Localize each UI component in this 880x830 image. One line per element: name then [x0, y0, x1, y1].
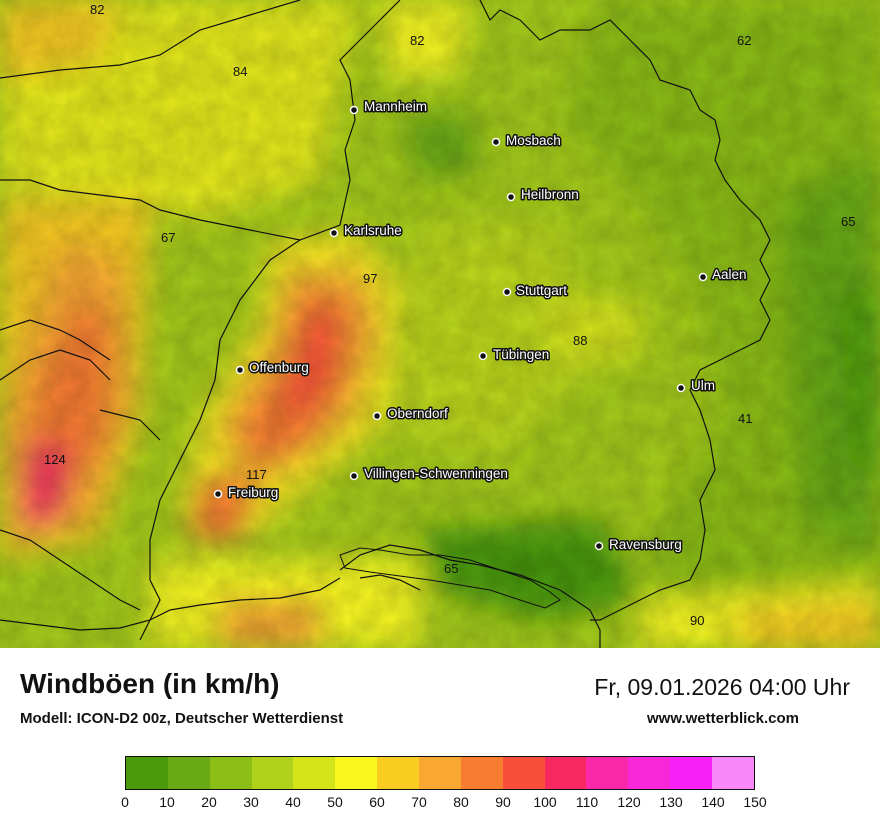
legend-ticks: 0 10 20 30 40 50 60 70 80 90 100 110 120 130 140 150 — [121, 794, 767, 814]
cities: Mannheim Mosbach Heilbronn Karlsruhe Aal… — [213, 98, 748, 554]
city-label: Freiburg — [228, 485, 278, 500]
gust-value: 67 — [161, 230, 175, 245]
map-title: Windböen (in km/h) — [20, 668, 280, 699]
lake-constance-outline — [339, 547, 561, 609]
gust-value: 82 — [90, 2, 104, 17]
legend-swatch — [209, 757, 252, 789]
legend-tick-label: 150 — [743, 794, 767, 810]
legend-swatch — [167, 757, 210, 789]
city-marker: Aalen — [698, 266, 748, 284]
legend-tick-label: 70 — [411, 794, 427, 810]
city-label: Ravensburg — [609, 537, 682, 552]
gust-value: 62 — [737, 33, 751, 48]
legend-swatch — [419, 757, 461, 789]
legend-swatch — [712, 757, 754, 789]
wind-gust-map: 82 82 84 62 67 65 97 88 41 124 117 65 90… — [0, 0, 880, 648]
city-label: Tübingen — [493, 347, 549, 362]
city-label: Heilbronn — [521, 187, 579, 202]
website-link[interactable]: www.wetterblick.com — [647, 710, 799, 727]
legend-swatch — [335, 757, 378, 789]
legend-swatch — [293, 757, 336, 789]
legend-swatch — [377, 757, 420, 789]
gust-value: 88 — [573, 333, 587, 348]
city-marker: Tübingen — [478, 346, 551, 364]
map-footer: Windböen (in km/h) Modell: ICON-D2 00z, … — [0, 648, 880, 830]
city-label: Offenburg — [249, 360, 309, 375]
legend-swatch — [544, 757, 587, 789]
city-marker: Ulm — [676, 377, 717, 395]
legend-swatch — [502, 757, 545, 789]
legend-tick-label: 20 — [201, 794, 217, 810]
gust-values: 82 82 84 62 67 65 97 88 41 124 117 65 90 — [44, 2, 855, 628]
city-marker: Karlsruhe — [329, 222, 403, 240]
legend-tick-label: 10 — [159, 794, 175, 810]
city-label: Ulm — [691, 378, 715, 393]
gust-value: 117 — [246, 467, 267, 482]
city-marker: Oberndorf — [372, 405, 450, 423]
legend-swatch — [670, 757, 713, 789]
gust-value: 124 — [44, 452, 66, 467]
gust-value: 84 — [233, 64, 247, 79]
legend-swatch — [460, 757, 503, 789]
city-label: Oberndorf — [387, 406, 448, 421]
legend-swatch — [126, 757, 168, 789]
gust-value: 41 — [738, 411, 752, 426]
city-label: Villingen-Schwenningen — [364, 466, 508, 481]
legend-tick-label: 30 — [243, 794, 259, 810]
legend-tick-label: 50 — [327, 794, 343, 810]
legend-tick-label: 90 — [495, 794, 511, 810]
color-scale-legend — [125, 756, 755, 790]
city-marker: Mosbach — [491, 132, 562, 150]
legend-swatch — [586, 757, 629, 789]
gust-value: 82 — [410, 33, 424, 48]
city-label: Stuttgart — [516, 283, 567, 298]
city-marker: Stuttgart — [502, 282, 569, 300]
city-marker: Heilbronn — [506, 186, 580, 204]
city-marker: Villingen-Schwenningen — [349, 465, 509, 483]
legend-tick-label: 110 — [575, 794, 599, 810]
legend-tick-label: 60 — [369, 794, 385, 810]
city-label: Karlsruhe — [344, 223, 402, 238]
city-marker: Ravensburg — [594, 536, 683, 554]
gust-value: 65 — [444, 561, 458, 576]
city-marker: Offenburg — [235, 359, 310, 377]
legend-tick-label: 120 — [617, 794, 641, 810]
gust-value: 90 — [690, 613, 704, 628]
city-label: Mosbach — [506, 133, 561, 148]
gust-value: 65 — [841, 214, 855, 229]
city-marker: Freiburg — [213, 484, 280, 502]
legend-tick-label: 140 — [701, 794, 725, 810]
legend-tick-label: 0 — [121, 794, 129, 810]
legend-tick-label: 130 — [659, 794, 683, 810]
city-marker: Mannheim — [349, 98, 429, 116]
forecast-datetime: Fr, 09.01.2026 04:00 Uhr — [594, 674, 850, 700]
city-label: Aalen — [712, 267, 747, 282]
legend-swatch — [628, 757, 671, 789]
legend-swatch — [251, 757, 294, 789]
model-source: Modell: ICON-D2 00z, Deutscher Wetterdie… — [20, 710, 344, 727]
legend-tick-label: 80 — [453, 794, 469, 810]
legend-tick-label: 40 — [285, 794, 301, 810]
city-label: Mannheim — [364, 99, 427, 114]
legend-tick-label: 100 — [533, 794, 557, 810]
borders — [0, 0, 771, 648]
gust-value: 97 — [363, 271, 377, 286]
